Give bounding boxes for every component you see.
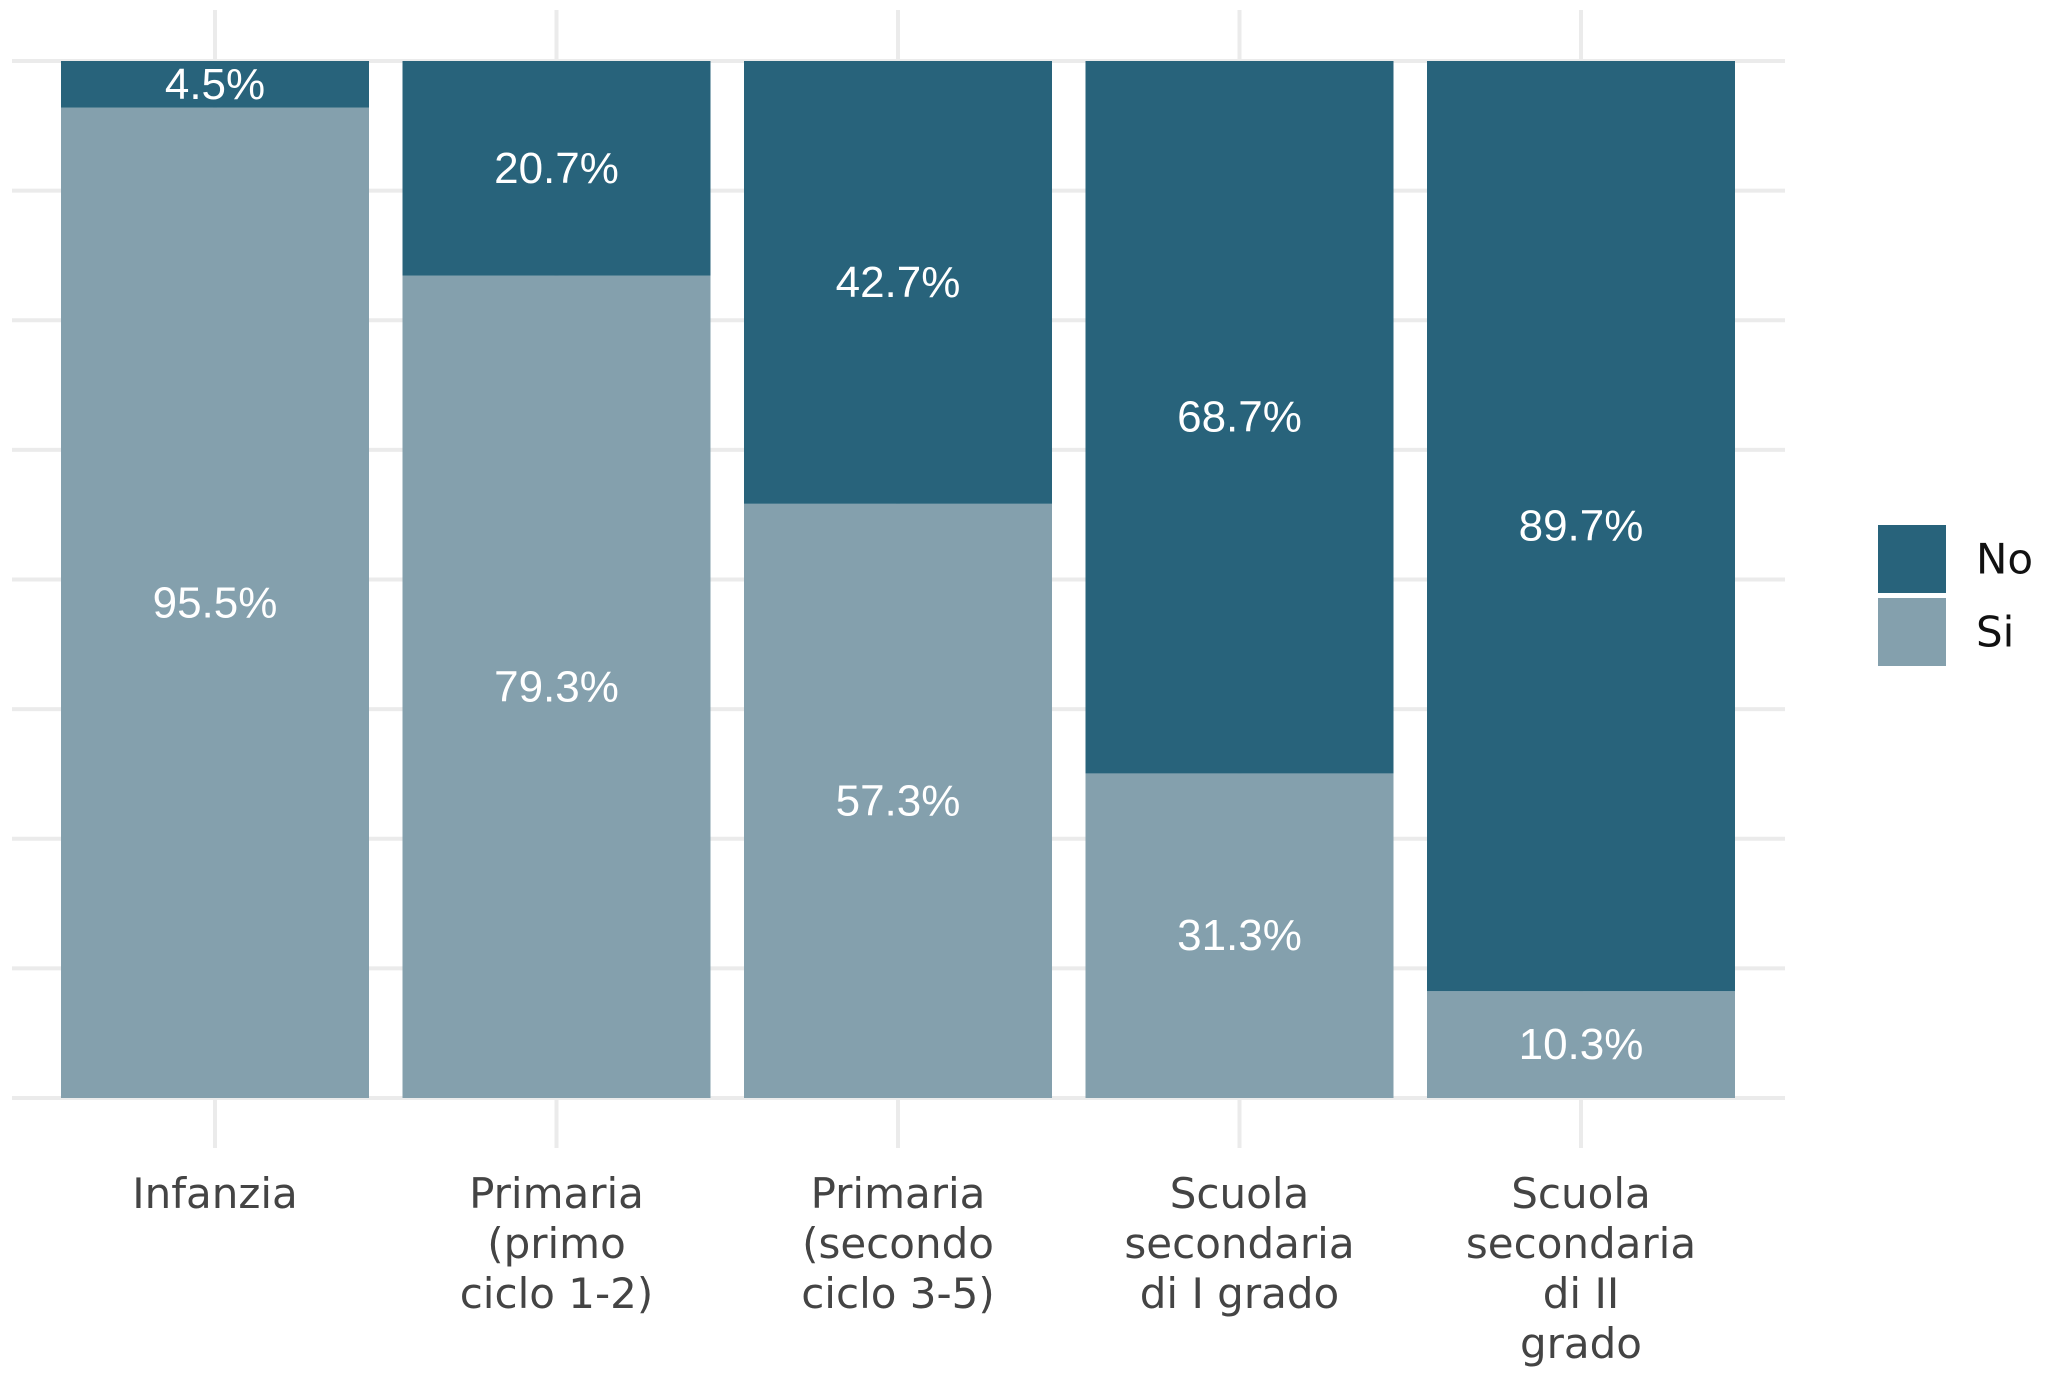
bar-segment-no xyxy=(1427,61,1735,992)
legend: No Si xyxy=(1878,525,2033,666)
bars xyxy=(61,61,1735,1099)
bar-segment-si xyxy=(402,275,711,1098)
x-tick-label-line: di II xyxy=(1543,1269,1619,1318)
data-label: 20.7% xyxy=(494,144,619,193)
x-tick-label: Scuola secondaria di II grado xyxy=(1466,1169,1696,1368)
x-tick-label: Primaria (primo ciclo 1-2) xyxy=(460,1169,654,1318)
data-label: 95.5% xyxy=(153,578,278,627)
bar-segment-no xyxy=(61,61,369,108)
bar-segment-no xyxy=(1085,61,1394,774)
x-axis: Infanzia Primaria (primo ciclo 1-2)Primaria… xyxy=(132,1169,1696,1368)
bar-segment-si xyxy=(1427,991,1735,1098)
bar-segment-si xyxy=(61,107,369,1099)
data-label: 10.3% xyxy=(1519,1020,1644,1069)
bar-segment-si xyxy=(1085,773,1394,1098)
x-tick-label-line: secondaria xyxy=(1466,1219,1696,1268)
data-label: 57.3% xyxy=(836,776,961,825)
data-label: 31.3% xyxy=(1177,911,1302,960)
bar-segment-no xyxy=(744,61,1052,504)
data-labels: 95.5% 4.5% 79.3% 20.7% 57.3% 42.7% 31.3% 68.7% 1… xyxy=(153,60,1644,1069)
data-label: 89.7% xyxy=(1519,502,1644,551)
x-tick-label-line: di I grado xyxy=(1140,1269,1339,1318)
x-tick-label-line: Scuola xyxy=(1170,1169,1309,1218)
data-label: 79.3% xyxy=(494,662,619,711)
x-tick-label-line: ciclo 3-5) xyxy=(801,1269,995,1318)
x-tick-label: Primaria (secondo ciclo 3-5) xyxy=(801,1169,995,1318)
x-tick-label-line: Scuola xyxy=(1511,1169,1650,1218)
x-tick-label-line: (secondo xyxy=(802,1219,994,1268)
x-tick-label: Infanzia xyxy=(132,1169,298,1218)
x-tick-label-line: (primo xyxy=(487,1219,626,1268)
data-label: 42.7% xyxy=(836,258,961,307)
x-tick-label-line: grado xyxy=(1520,1319,1642,1368)
x-tick-label-line: ciclo 1-2) xyxy=(460,1269,654,1318)
x-tick-label-line: secondaria xyxy=(1124,1219,1354,1268)
bar-segment-si xyxy=(744,503,1052,1098)
legend-label: No xyxy=(1976,535,2033,584)
bar-segment-no xyxy=(402,61,711,276)
legend-label: Si xyxy=(1976,608,2014,657)
legend-key-si xyxy=(1878,598,1946,666)
data-label: 68.7% xyxy=(1177,393,1302,442)
x-tick-label: Scuola secondaria di I grado xyxy=(1124,1169,1354,1318)
data-label: 4.5% xyxy=(165,60,265,109)
x-tick-label-line: Infanzia xyxy=(132,1169,298,1218)
x-tick-label-line: Primaria xyxy=(469,1169,644,1218)
x-tick-label-line: Primaria xyxy=(811,1169,986,1218)
legend-key-no xyxy=(1878,525,1946,593)
